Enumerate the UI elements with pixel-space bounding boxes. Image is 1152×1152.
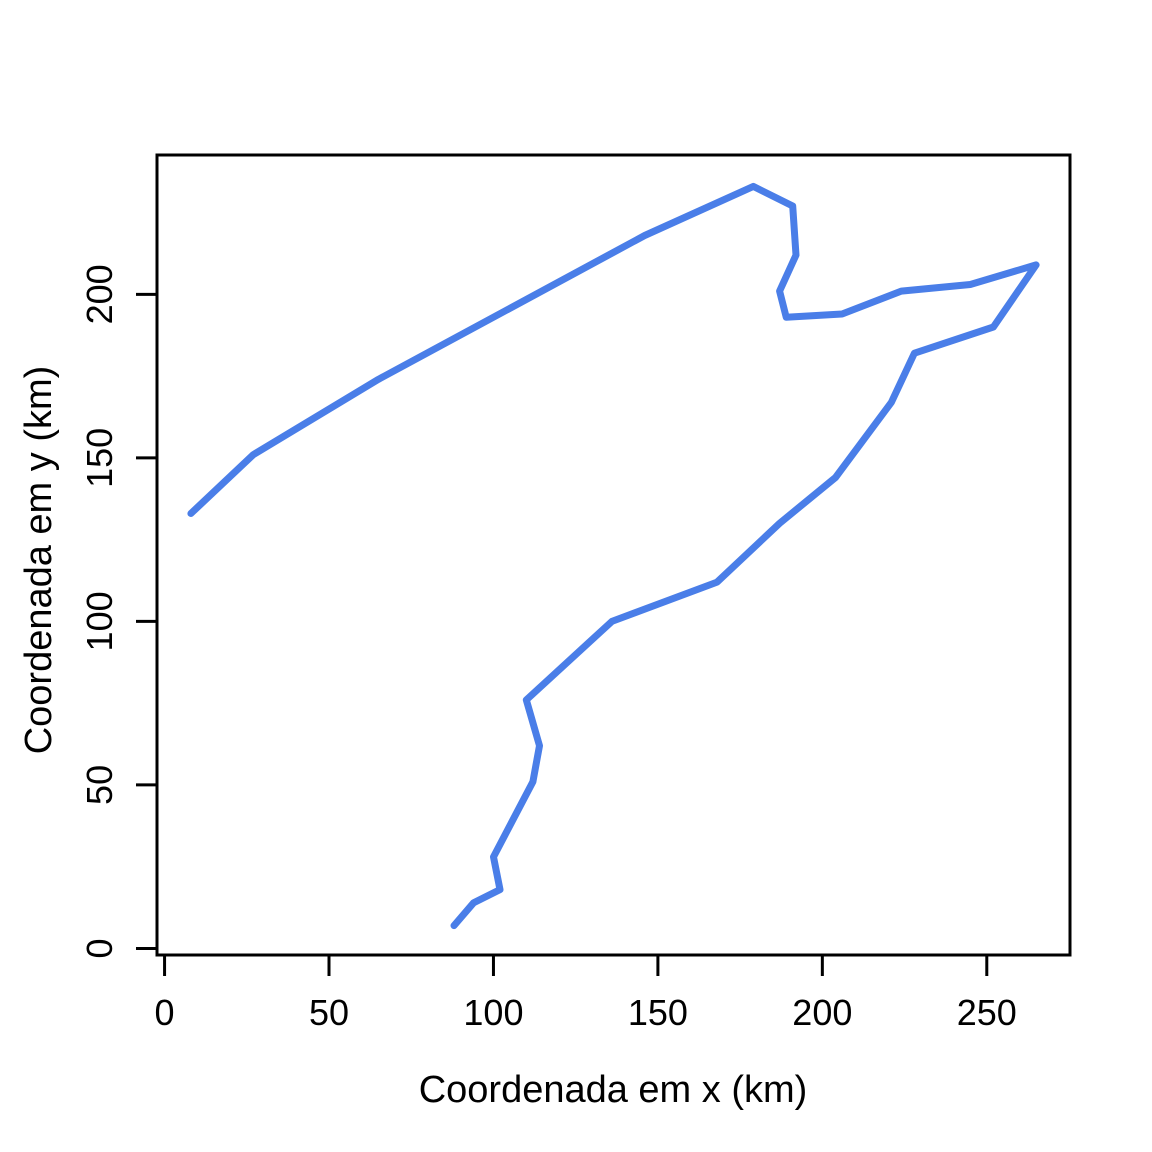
trajectory-line (187, 182, 1040, 930)
x-tick-label: 150 (628, 992, 688, 1033)
y-tick-label: 50 (79, 765, 120, 805)
x-tick-label: 100 (463, 992, 523, 1033)
x-tick-label: 0 (155, 992, 175, 1033)
y-tick-label: 150 (79, 428, 120, 488)
plot-border (155, 153, 1072, 957)
x-axis-title: Coordenada em x (km) (418, 1069, 808, 1111)
x-tick-label: 250 (957, 992, 1017, 1033)
y-tick-label: 0 (79, 938, 120, 958)
y-tick-label: 100 (79, 591, 120, 651)
y-axis-title: Coordenada em y (km) (18, 365, 60, 755)
y-tick-label: 200 (79, 264, 120, 324)
x-tick-label: 50 (309, 992, 349, 1033)
x-tick-label: 200 (792, 992, 852, 1033)
